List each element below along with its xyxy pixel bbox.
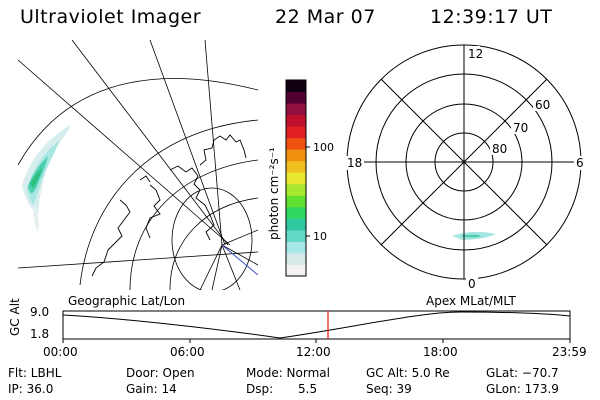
colorbar-cells: [286, 80, 306, 277]
colorbar-unit-label: photon cm⁻²s⁻¹: [267, 147, 281, 240]
mlat-label-70: 70: [513, 121, 528, 135]
polar-plot: 12 18 6 0 60 70 80: [346, 44, 586, 291]
colorbar-cell: [286, 91, 306, 104]
apex-label: Apex MLat/MLT: [426, 294, 516, 308]
image-time: 12:39:17 UT: [430, 6, 553, 28]
coastline: [91, 134, 247, 277]
dsp-label: Dsp:: [246, 382, 274, 396]
filter-info: Flt: LBHL: [8, 366, 62, 380]
colorbar-cell: [286, 160, 306, 173]
colorbar-cell: [286, 218, 306, 231]
colorbar-cell: [286, 229, 306, 242]
colorbar-cell: [286, 195, 306, 208]
alt-tick-top: 9.0: [30, 305, 50, 319]
colorbar-cell: [286, 126, 306, 139]
dsp-value: 5.5: [298, 382, 318, 396]
colorbar-cell: [286, 252, 306, 265]
terminator-line: [221, 244, 258, 276]
mlt-label-18: 18: [347, 156, 362, 170]
mode-info: Mode: Normal: [246, 366, 330, 380]
gain-info: Gain: 14: [126, 382, 177, 396]
colorbar-cell: [286, 103, 306, 116]
colorbar-cell: [286, 241, 306, 254]
geographic-label: Geographic Lat/Lon: [68, 294, 186, 308]
seq-info: Seq: 39: [366, 382, 412, 396]
time-tick-0600: 06:00: [170, 345, 205, 359]
colorbar-cell: [286, 80, 306, 93]
colorbar: 100 10 photon cm⁻²s⁻¹: [267, 79, 334, 277]
colorbar-cell: [286, 183, 306, 196]
colorbar-cell: [286, 149, 306, 162]
gc-alt-axis-label: GC Alt: [8, 298, 22, 336]
door-info: Door: Open: [126, 366, 195, 380]
geographic-map: [18, 40, 258, 290]
colorbar-cell: [286, 114, 306, 127]
ip-info: IP: 36.0: [8, 382, 54, 396]
time-tick-1800: 18:00: [423, 345, 458, 359]
mlat-label-60: 60: [535, 98, 550, 112]
image-date: 22 Mar 07: [275, 6, 376, 28]
mlat-label-80: 80: [492, 142, 507, 156]
gc-alt-info: GC Alt: 5.0 Re: [366, 366, 450, 380]
glat-info: GLat: −70.7: [486, 366, 559, 380]
mlt-label-6: 6: [576, 156, 584, 170]
altitude-plot: [62, 310, 571, 343]
mlt-label-0: 0: [468, 277, 476, 291]
aurora-emission-geo: [22, 125, 71, 232]
time-tick-2359: 23:59: [552, 345, 587, 359]
time-tick-0000: 00:00: [43, 345, 78, 359]
glon-info: GLon: 173.9: [486, 382, 559, 396]
colorbar-cell: [286, 206, 306, 219]
colorbar-cell: [286, 264, 306, 277]
mlt-label-12: 12: [468, 47, 483, 61]
time-tick-1200: 12:00: [296, 345, 331, 359]
alt-tick-bottom: 1.8: [30, 327, 50, 341]
altitude-curve: [62, 311, 571, 339]
colorbar-cell: [286, 137, 306, 150]
colorbar-cell: [286, 172, 306, 185]
lat-lon-grid: [18, 40, 258, 290]
app-title: Ultraviolet Imager: [20, 6, 202, 28]
colorbar-tick-100: 100: [313, 141, 334, 154]
colorbar-tick-10: 10: [313, 230, 327, 243]
